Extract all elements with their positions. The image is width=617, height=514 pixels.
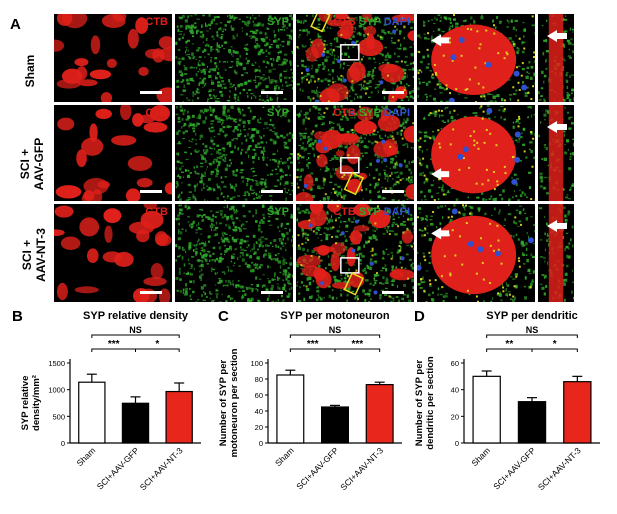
bar-1 [472, 375, 501, 444]
significance-bracket [334, 348, 381, 352]
y-tick-label: 1000 [48, 386, 65, 395]
micrograph-merge-row1: CTB SYP DAPI [296, 14, 414, 102]
row-label-sci-gfp: SCI + AAV-GFP [18, 137, 46, 191]
y-tick-label: 40 [255, 407, 263, 416]
svg-text:SYP relativedensity/mm²: SYP relativedensity/mm² [20, 375, 42, 431]
bar-3 [365, 383, 394, 444]
significance-label: *** [351, 339, 363, 350]
category-label: SCI+AAV-NT-3 [536, 445, 583, 492]
micrograph-merge-row2: CTB SYP DAPI [296, 105, 414, 201]
panel-letter-c: C [218, 308, 229, 325]
category-label: SCI+AAV-NT-3 [338, 445, 385, 492]
y-tick-label: 80 [255, 375, 263, 384]
label-ctb: CTB [145, 16, 168, 28]
micrograph-thin-row3 [538, 204, 574, 302]
bar-3 [165, 390, 193, 444]
label-syp: SYP [266, 16, 289, 28]
y-tick-label: 40 [451, 386, 459, 395]
label-merge: CTB SYP DAPI [333, 107, 410, 119]
micrograph-ctb-row1: CTB [54, 14, 172, 102]
micrograph-ctb-row3: CTB [54, 204, 172, 302]
bar-1 [276, 374, 305, 444]
label-syp: SYP [266, 107, 289, 119]
significance-bracket [91, 334, 180, 338]
y-tick-label: 1500 [48, 359, 65, 368]
scale-bar [382, 91, 404, 94]
category-label: Sham [74, 445, 97, 468]
y-axis-label: Number of SYP perdendritic per section [414, 356, 436, 450]
chart-syp-per-motoneuron: SYP per motoneuron Number of SYP permoton… [218, 310, 402, 492]
category-label: SCI+AAV-GFP [95, 445, 141, 491]
micrograph-syp-row2: SYP [175, 105, 293, 201]
significance-bracket [135, 348, 180, 352]
micrograph-zoom-row1 [417, 14, 535, 102]
micrograph-zoom-row3 [417, 204, 535, 302]
micrograph-merge-row3: CTB SYP DAPI [296, 204, 414, 302]
bar-2 [320, 406, 349, 444]
y-tick-label: 60 [255, 391, 263, 400]
y-tick-label: 0 [455, 439, 459, 448]
category-label: SCI+AAV-NT-3 [138, 445, 185, 492]
significance-bracket [531, 348, 578, 352]
significance-label: * [155, 339, 159, 350]
micrograph-thin-row2 [538, 105, 574, 201]
micrograph-thin-row1 [538, 14, 574, 102]
panel-letter-d: D [414, 308, 425, 325]
significance-label: NS [129, 325, 142, 335]
category-label: SCI+AAV-GFP [294, 445, 340, 491]
y-tick-label: 20 [451, 412, 459, 421]
category-label: SCI+AAV-GFP [491, 445, 537, 491]
chart-syp-per-dendritic: SYP per dendritic Number of SYP perdendri… [414, 310, 600, 492]
y-tick-label: 0 [61, 439, 65, 448]
significance-label: NS [329, 325, 342, 335]
y-axis-label: SYP relativedensity/mm² [20, 375, 42, 431]
scale-bar [382, 190, 404, 193]
chart-title: SYP per dendritic [486, 310, 578, 322]
y-tick-label: 20 [255, 423, 263, 432]
chart-title: SYP per motoneuron [280, 310, 389, 322]
bar-3 [563, 381, 592, 444]
row-label-sham: Sham [23, 54, 37, 88]
significance-label: *** [307, 339, 319, 350]
micrograph-syp-row3: SYP [175, 204, 293, 302]
label-syp: SYP [266, 206, 289, 218]
scale-bar [261, 190, 283, 193]
category-label: Sham [273, 445, 296, 468]
bar-1 [78, 381, 106, 444]
label-ctb: CTB [145, 107, 168, 119]
y-tick-label: 60 [451, 359, 459, 368]
scale-bar [382, 291, 404, 294]
scale-bar [261, 291, 283, 294]
category-label: Sham [469, 445, 492, 468]
y-axis-label: Number of SYP permotoneuron per section [218, 348, 240, 457]
significance-bracket [486, 334, 578, 338]
y-tick-label: 500 [52, 412, 65, 421]
significance-label: *** [108, 339, 120, 350]
panel-letter-a: A [10, 16, 21, 33]
row-label-sci-nt3: SCI + AAV-NT-3 [20, 228, 48, 282]
panel-letter-b: B [12, 308, 23, 325]
micrograph-ctb-row2: CTB [54, 105, 172, 201]
scale-bar [140, 291, 162, 294]
label-merge: CTB SYP DAPI [333, 16, 410, 28]
chart-title: SYP relative density [83, 310, 189, 322]
svg-text:Number of SYP permotoneuron pe: Number of SYP permotoneuron per section [218, 348, 240, 457]
scale-bar [140, 91, 162, 94]
bar-2 [121, 402, 150, 444]
micrograph-zoom-row2 [417, 105, 535, 201]
svg-text:Number of SYP perdendritic per: Number of SYP perdendritic per section [414, 356, 436, 450]
y-tick-label: 100 [250, 359, 263, 368]
chart-syp-relative-density: SYP relative density SYP relativedensity/… [20, 310, 201, 492]
significance-label: ** [505, 339, 513, 350]
significance-label: NS [526, 325, 539, 335]
y-tick-label: 0 [259, 439, 263, 448]
scale-bar [261, 91, 283, 94]
scale-bar [140, 190, 162, 193]
significance-label: * [553, 339, 557, 350]
micrograph-syp-row1: SYP [175, 14, 293, 102]
bar-2 [517, 401, 547, 444]
label-ctb: CTB [145, 206, 168, 218]
significance-bracket [289, 334, 381, 338]
label-merge: CTB SYP DAPI [333, 206, 410, 218]
